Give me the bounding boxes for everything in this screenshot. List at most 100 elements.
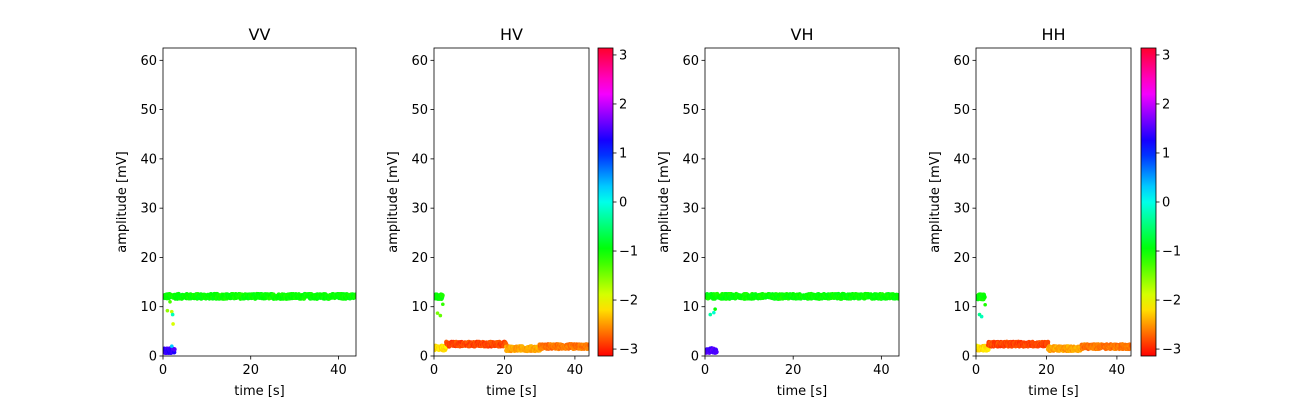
y-axis-label: amplitude [mV] bbox=[657, 151, 672, 253]
point-band bbox=[705, 291, 899, 301]
subplot-vv: 0 10 20 30 40 50 60 0 20 40 VV time [s] amplitude [m… bbox=[115, 25, 357, 399]
plot-title: VH bbox=[791, 25, 814, 44]
scatter-point bbox=[169, 344, 174, 348]
y-tick-label: 0 bbox=[691, 350, 699, 365]
x-tick-label: 0 bbox=[159, 363, 167, 378]
y-axis-label: amplitude [mV] bbox=[386, 151, 401, 253]
point-band bbox=[705, 346, 719, 355]
axes-frame bbox=[162, 47, 357, 357]
y-tick-label: 50 bbox=[411, 103, 428, 118]
scatter-points bbox=[976, 292, 1131, 354]
x-axis-label: time [s] bbox=[486, 384, 536, 399]
x-tick-label: 0 bbox=[701, 363, 709, 378]
scatter-point bbox=[435, 311, 440, 315]
y-tick-label: 40 bbox=[411, 152, 428, 167]
x-tick-label: 40 bbox=[567, 363, 584, 378]
scatter-point bbox=[1045, 339, 1051, 345]
scatter-point bbox=[438, 313, 443, 318]
plot-title: HH bbox=[1041, 25, 1065, 44]
colorbar-tick-label: 1 bbox=[1162, 146, 1170, 161]
y-tick-label: 50 bbox=[953, 103, 970, 118]
scatter-point bbox=[986, 347, 991, 352]
y-tick-label: 10 bbox=[682, 300, 699, 315]
subplot-hh: 0 10 20 30 40 50 60 0 20 40 HH time [s] amplitude [m… bbox=[928, 25, 1181, 399]
colorbar-gradient bbox=[597, 47, 614, 357]
point-band bbox=[537, 342, 589, 352]
x-tick-label: 20 bbox=[1038, 363, 1055, 378]
point-band bbox=[163, 291, 356, 301]
scatter-point bbox=[586, 346, 589, 351]
x-axis-label: time [s] bbox=[777, 384, 827, 399]
scatter-point bbox=[440, 293, 445, 298]
scatter-point bbox=[353, 292, 356, 298]
colorbar-tick-label: 0 bbox=[1162, 196, 1170, 211]
scatter-point bbox=[896, 296, 899, 301]
y-tick-label: 60 bbox=[411, 54, 428, 69]
scatter-point bbox=[441, 302, 445, 307]
y-tick-label: 40 bbox=[682, 152, 699, 167]
colorbar-tick-label: 3 bbox=[619, 48, 627, 63]
x-tick-label: 40 bbox=[330, 363, 347, 378]
y-tick-label: 10 bbox=[953, 300, 970, 315]
x-tick-label: 40 bbox=[1109, 363, 1126, 378]
scatter-point bbox=[708, 312, 713, 317]
scatter-points bbox=[434, 292, 589, 354]
colorbar-tick-label: 1 bbox=[619, 146, 627, 161]
plot-title: VV bbox=[249, 25, 271, 44]
scatter-point bbox=[170, 312, 175, 317]
colorbar-tick-label: 3 bbox=[1162, 48, 1170, 63]
colorbar-tick-label: 2 bbox=[619, 97, 627, 112]
y-tick-label: 30 bbox=[411, 202, 428, 217]
axes-frame bbox=[433, 47, 590, 357]
scatter-point bbox=[714, 349, 719, 355]
y-tick-label: 40 bbox=[140, 152, 157, 167]
scatter-point bbox=[712, 310, 716, 315]
x-axis-label: time [s] bbox=[234, 384, 284, 399]
subplot-vh: 0 10 20 30 40 50 60 0 20 40 VH time [s] amplitude [m… bbox=[657, 25, 900, 399]
x-tick-label: 0 bbox=[972, 363, 980, 378]
y-tick-label: 20 bbox=[682, 251, 699, 266]
scatter-point bbox=[983, 302, 987, 307]
point-band bbox=[503, 344, 542, 354]
point-band bbox=[976, 343, 991, 353]
y-tick-label: 20 bbox=[953, 251, 970, 266]
axes-frame bbox=[704, 47, 900, 357]
scatter-points bbox=[163, 291, 356, 356]
x-tick-label: 20 bbox=[242, 363, 259, 378]
y-tick-label: 20 bbox=[411, 251, 428, 266]
y-tick-label: 10 bbox=[140, 300, 157, 315]
x-tick-label: 20 bbox=[496, 363, 513, 378]
point-band bbox=[1045, 344, 1084, 354]
plot-title: HV bbox=[500, 25, 523, 44]
scatter-point bbox=[169, 309, 174, 314]
y-tick-label: 30 bbox=[682, 202, 699, 217]
scatter-point bbox=[586, 342, 589, 348]
x-axis-label: time [s] bbox=[1028, 384, 1078, 399]
scatter-point bbox=[982, 294, 987, 300]
colorbar-tick-label: −1 bbox=[1162, 245, 1181, 260]
scatter-point bbox=[165, 308, 170, 313]
point-band bbox=[434, 292, 445, 302]
axes-frame bbox=[975, 47, 1132, 357]
scatter-point bbox=[1128, 343, 1131, 348]
colorbar: 3 2 1 0 −1 −2 −3 bbox=[1140, 47, 1181, 358]
scatter-point bbox=[979, 314, 984, 319]
y-axis-label: amplitude [mV] bbox=[928, 151, 943, 253]
colorbar-tick-label: −2 bbox=[1162, 294, 1181, 309]
point-band bbox=[986, 339, 1051, 349]
y-axis-label: amplitude [mV] bbox=[115, 151, 130, 253]
y-tick-label: 40 bbox=[953, 152, 970, 167]
colorbar: 3 2 1 0 −1 −2 −3 bbox=[597, 47, 638, 358]
point-band bbox=[163, 346, 177, 356]
y-tick-label: 50 bbox=[140, 103, 157, 118]
scatter-point bbox=[168, 299, 172, 304]
y-tick-label: 30 bbox=[140, 202, 157, 217]
y-tick-label: 30 bbox=[953, 202, 970, 217]
y-tick-label: 60 bbox=[953, 54, 970, 69]
x-tick-label: 20 bbox=[785, 363, 802, 378]
y-tick-label: 0 bbox=[420, 350, 428, 365]
y-tick-label: 0 bbox=[149, 350, 157, 365]
